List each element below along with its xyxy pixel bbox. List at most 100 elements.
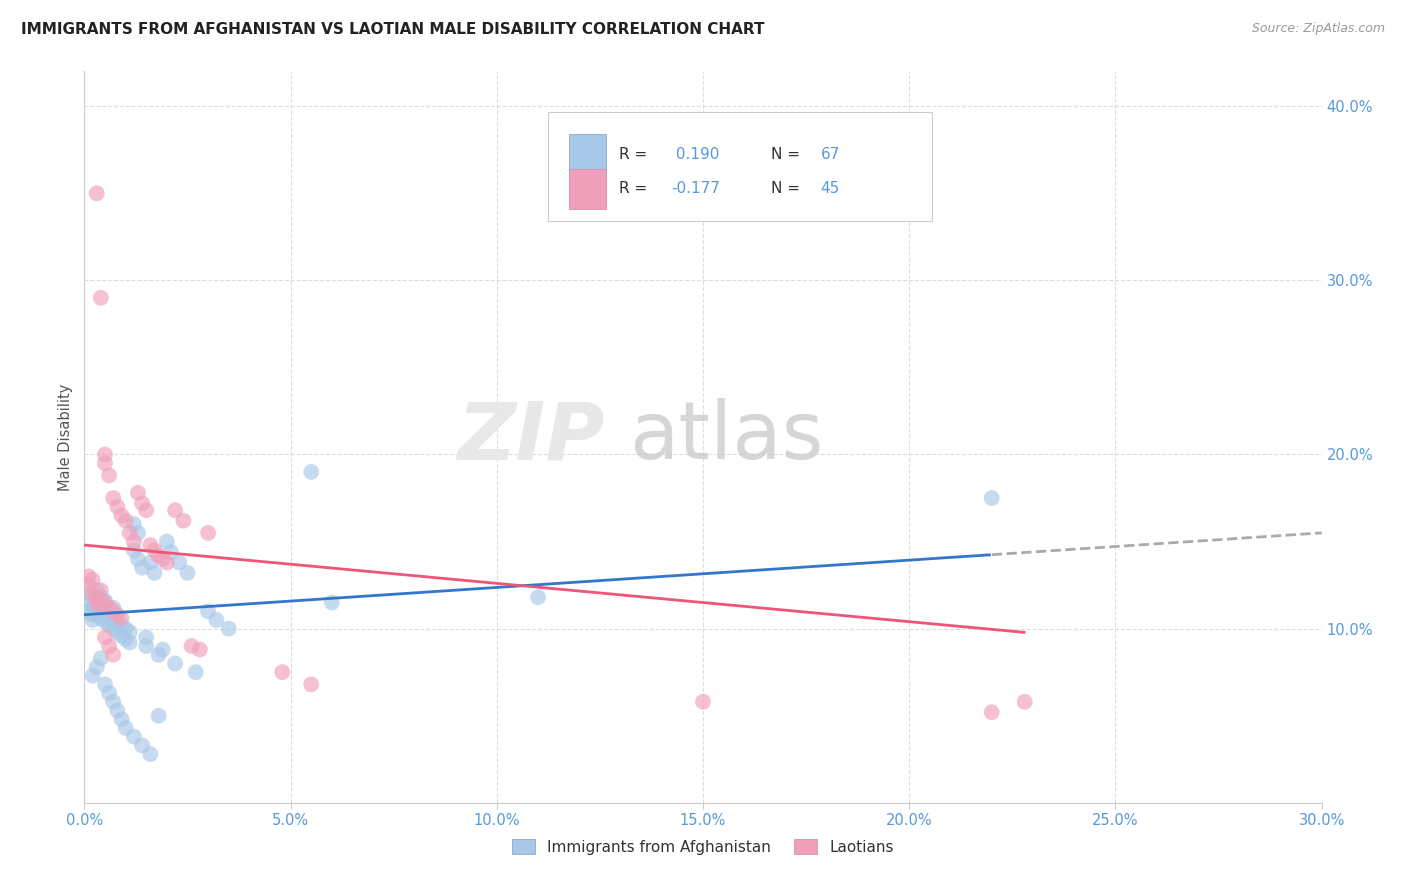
Point bbox=[90, 600, 112, 615]
Point bbox=[152, 642, 174, 657]
Point bbox=[152, 552, 174, 566]
Point bbox=[156, 534, 179, 549]
Point bbox=[110, 629, 132, 643]
Point bbox=[139, 556, 162, 570]
Point bbox=[105, 704, 128, 718]
Point bbox=[184, 665, 207, 680]
Point bbox=[131, 739, 153, 753]
Point bbox=[122, 543, 145, 558]
Point bbox=[94, 594, 117, 608]
Point bbox=[77, 604, 100, 618]
Text: ZIP: ZIP bbox=[457, 398, 605, 476]
Point bbox=[165, 503, 187, 517]
Point bbox=[98, 686, 121, 700]
Point bbox=[103, 648, 125, 662]
Point bbox=[98, 468, 121, 483]
Text: atlas: atlas bbox=[628, 398, 823, 476]
Point bbox=[103, 600, 125, 615]
Point bbox=[114, 632, 136, 646]
Point bbox=[110, 712, 132, 726]
Point bbox=[139, 747, 162, 761]
Point bbox=[86, 583, 108, 598]
Point bbox=[156, 556, 179, 570]
Point bbox=[271, 665, 294, 680]
Text: -0.177: -0.177 bbox=[671, 181, 720, 196]
Point bbox=[110, 508, 132, 523]
Point bbox=[114, 721, 136, 735]
Point bbox=[86, 607, 108, 622]
Point bbox=[180, 639, 202, 653]
Point bbox=[118, 625, 141, 640]
Text: N =: N = bbox=[770, 181, 804, 196]
Point bbox=[103, 611, 125, 625]
Point bbox=[122, 730, 145, 744]
FancyBboxPatch shape bbox=[569, 169, 606, 209]
Point bbox=[135, 639, 157, 653]
Text: IMMIGRANTS FROM AFGHANISTAN VS LAOTIAN MALE DISABILITY CORRELATION CHART: IMMIGRANTS FROM AFGHANISTAN VS LAOTIAN M… bbox=[21, 22, 765, 37]
Point bbox=[135, 631, 157, 645]
Point bbox=[139, 538, 162, 552]
Text: 67: 67 bbox=[821, 146, 839, 161]
Point bbox=[105, 500, 128, 514]
Point bbox=[94, 456, 117, 470]
Point bbox=[299, 677, 322, 691]
Point bbox=[105, 615, 128, 629]
Point bbox=[77, 569, 100, 583]
Point bbox=[90, 583, 112, 598]
Point bbox=[103, 695, 125, 709]
Point bbox=[82, 600, 104, 615]
Text: 45: 45 bbox=[821, 181, 839, 196]
Point bbox=[82, 613, 104, 627]
Point bbox=[118, 635, 141, 649]
Point bbox=[131, 560, 153, 574]
Point bbox=[131, 496, 153, 510]
Point bbox=[94, 595, 117, 609]
Point bbox=[299, 465, 322, 479]
Point bbox=[122, 534, 145, 549]
Point bbox=[86, 186, 108, 201]
Point bbox=[143, 543, 166, 558]
Point bbox=[105, 625, 128, 640]
Point bbox=[103, 622, 125, 636]
Text: N =: N = bbox=[770, 146, 804, 161]
Point bbox=[118, 525, 141, 540]
Point bbox=[980, 491, 1002, 505]
Text: R =: R = bbox=[619, 146, 652, 161]
Point bbox=[127, 552, 149, 566]
Point bbox=[135, 503, 157, 517]
Point bbox=[176, 566, 198, 580]
Point bbox=[143, 566, 166, 580]
Point bbox=[205, 613, 228, 627]
Point bbox=[148, 648, 170, 662]
Point bbox=[98, 618, 121, 632]
Point bbox=[105, 607, 128, 622]
Point bbox=[86, 595, 108, 609]
Point bbox=[103, 491, 125, 505]
Point bbox=[1014, 695, 1036, 709]
Point bbox=[82, 573, 104, 587]
Point bbox=[77, 595, 100, 609]
Point bbox=[86, 660, 108, 674]
Point bbox=[197, 525, 219, 540]
FancyBboxPatch shape bbox=[569, 134, 606, 174]
Point bbox=[82, 607, 104, 622]
Point bbox=[82, 668, 104, 682]
Point bbox=[90, 591, 112, 605]
Point bbox=[77, 578, 100, 592]
Point bbox=[82, 591, 104, 605]
Point bbox=[127, 525, 149, 540]
Point bbox=[94, 677, 117, 691]
Point bbox=[86, 604, 108, 618]
Text: Source: ZipAtlas.com: Source: ZipAtlas.com bbox=[1251, 22, 1385, 36]
FancyBboxPatch shape bbox=[548, 112, 932, 221]
Point bbox=[321, 595, 343, 609]
Point bbox=[77, 587, 100, 601]
Point bbox=[122, 517, 145, 532]
Point bbox=[148, 549, 170, 563]
Point bbox=[218, 622, 240, 636]
Point bbox=[98, 607, 121, 622]
Point bbox=[98, 600, 121, 615]
Point bbox=[160, 545, 183, 559]
Point bbox=[110, 611, 132, 625]
Text: R =: R = bbox=[619, 181, 652, 196]
